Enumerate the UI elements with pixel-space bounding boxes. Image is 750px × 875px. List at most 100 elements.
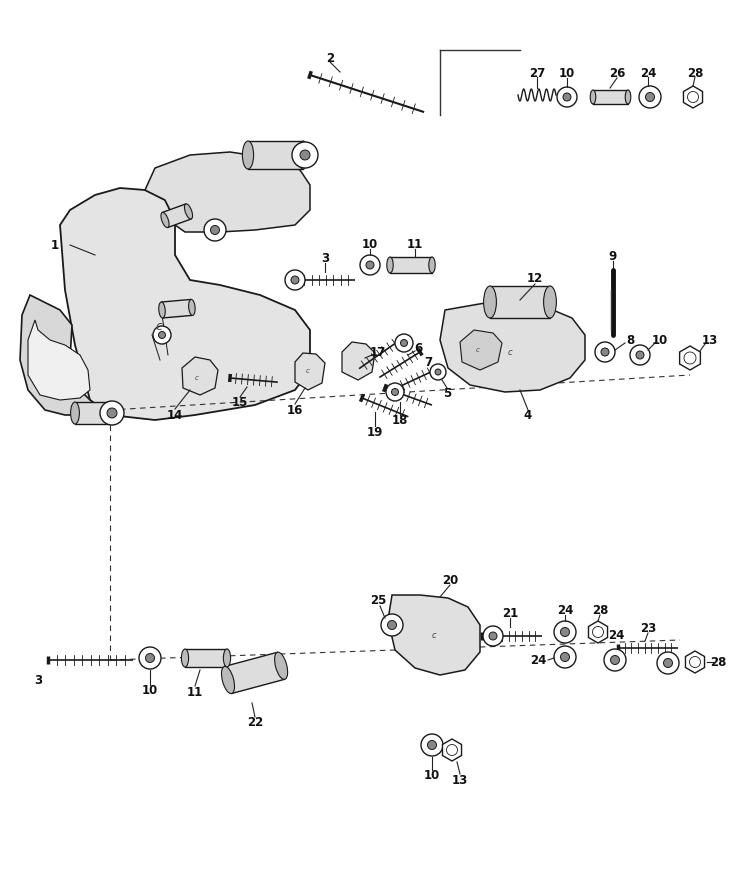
Circle shape bbox=[386, 383, 404, 401]
Text: 24: 24 bbox=[608, 628, 624, 641]
Text: 24: 24 bbox=[556, 604, 573, 617]
Circle shape bbox=[392, 388, 398, 396]
Polygon shape bbox=[390, 257, 432, 273]
Circle shape bbox=[153, 326, 171, 344]
Polygon shape bbox=[75, 402, 113, 424]
Text: 24: 24 bbox=[640, 66, 656, 80]
Text: 1: 1 bbox=[51, 239, 59, 251]
Circle shape bbox=[489, 632, 497, 640]
Circle shape bbox=[360, 255, 380, 275]
Ellipse shape bbox=[221, 667, 235, 694]
Circle shape bbox=[146, 654, 154, 662]
Circle shape bbox=[427, 740, 436, 750]
Polygon shape bbox=[185, 649, 227, 667]
Text: 12: 12 bbox=[526, 271, 543, 284]
Circle shape bbox=[292, 142, 318, 168]
Text: c: c bbox=[476, 347, 480, 353]
Text: 11: 11 bbox=[187, 685, 203, 698]
Circle shape bbox=[285, 270, 305, 290]
Polygon shape bbox=[182, 357, 218, 395]
Circle shape bbox=[366, 261, 374, 269]
Polygon shape bbox=[490, 286, 550, 318]
Polygon shape bbox=[224, 652, 285, 694]
Ellipse shape bbox=[224, 649, 230, 667]
Text: 10: 10 bbox=[142, 683, 158, 696]
Circle shape bbox=[630, 345, 650, 365]
Circle shape bbox=[563, 93, 571, 101]
Circle shape bbox=[560, 653, 569, 662]
Text: 5: 5 bbox=[442, 387, 451, 400]
Polygon shape bbox=[162, 204, 191, 228]
Circle shape bbox=[554, 646, 576, 668]
Polygon shape bbox=[686, 651, 704, 673]
Circle shape bbox=[435, 369, 441, 375]
Circle shape bbox=[421, 734, 443, 756]
Text: 3: 3 bbox=[34, 674, 42, 687]
Polygon shape bbox=[342, 342, 375, 380]
Text: 4: 4 bbox=[524, 409, 532, 422]
Circle shape bbox=[560, 627, 569, 636]
Circle shape bbox=[639, 86, 661, 108]
Text: 25: 25 bbox=[370, 593, 386, 606]
Text: c: c bbox=[432, 631, 436, 640]
Polygon shape bbox=[460, 330, 502, 370]
Polygon shape bbox=[680, 346, 700, 370]
Ellipse shape bbox=[188, 299, 195, 315]
Text: 10: 10 bbox=[424, 768, 440, 781]
Ellipse shape bbox=[298, 141, 308, 169]
Polygon shape bbox=[161, 299, 193, 318]
Circle shape bbox=[595, 342, 615, 362]
Ellipse shape bbox=[184, 204, 193, 219]
Text: 28: 28 bbox=[592, 604, 608, 617]
Text: 10: 10 bbox=[362, 237, 378, 250]
Text: 11: 11 bbox=[406, 237, 423, 250]
Circle shape bbox=[430, 364, 446, 380]
Circle shape bbox=[100, 401, 124, 425]
Circle shape bbox=[381, 614, 403, 636]
Text: 14: 14 bbox=[166, 409, 183, 422]
Circle shape bbox=[400, 340, 407, 346]
Circle shape bbox=[211, 226, 220, 234]
Text: 15: 15 bbox=[232, 396, 248, 409]
Text: 8: 8 bbox=[626, 333, 634, 346]
Polygon shape bbox=[683, 86, 703, 108]
Circle shape bbox=[300, 150, 310, 160]
Ellipse shape bbox=[429, 257, 435, 273]
Text: 24: 24 bbox=[530, 654, 546, 667]
Text: 7: 7 bbox=[424, 355, 432, 368]
Polygon shape bbox=[388, 595, 480, 675]
Circle shape bbox=[204, 219, 226, 241]
Polygon shape bbox=[145, 152, 310, 232]
Ellipse shape bbox=[626, 90, 631, 104]
Polygon shape bbox=[295, 353, 325, 390]
Circle shape bbox=[646, 93, 655, 102]
Circle shape bbox=[604, 649, 626, 671]
Text: 19: 19 bbox=[367, 425, 383, 438]
Polygon shape bbox=[28, 320, 90, 400]
Text: 18: 18 bbox=[392, 414, 408, 426]
Circle shape bbox=[107, 408, 117, 418]
Circle shape bbox=[557, 87, 577, 107]
Circle shape bbox=[657, 652, 679, 674]
Polygon shape bbox=[440, 303, 585, 392]
Text: 17: 17 bbox=[370, 346, 386, 359]
Text: 27: 27 bbox=[529, 66, 545, 80]
Circle shape bbox=[139, 647, 161, 669]
Circle shape bbox=[554, 621, 576, 643]
Circle shape bbox=[610, 655, 620, 664]
Text: 26: 26 bbox=[609, 66, 625, 80]
Circle shape bbox=[388, 620, 397, 629]
Polygon shape bbox=[593, 90, 628, 104]
Circle shape bbox=[601, 348, 609, 356]
Polygon shape bbox=[248, 141, 303, 169]
Text: 23: 23 bbox=[640, 621, 656, 634]
Text: c: c bbox=[508, 348, 512, 357]
Ellipse shape bbox=[590, 90, 596, 104]
Ellipse shape bbox=[161, 213, 169, 228]
Text: 28: 28 bbox=[710, 655, 726, 668]
Ellipse shape bbox=[274, 652, 288, 679]
Ellipse shape bbox=[70, 402, 80, 424]
Text: c: c bbox=[155, 320, 162, 333]
Text: 13: 13 bbox=[702, 333, 718, 346]
Ellipse shape bbox=[544, 286, 556, 318]
